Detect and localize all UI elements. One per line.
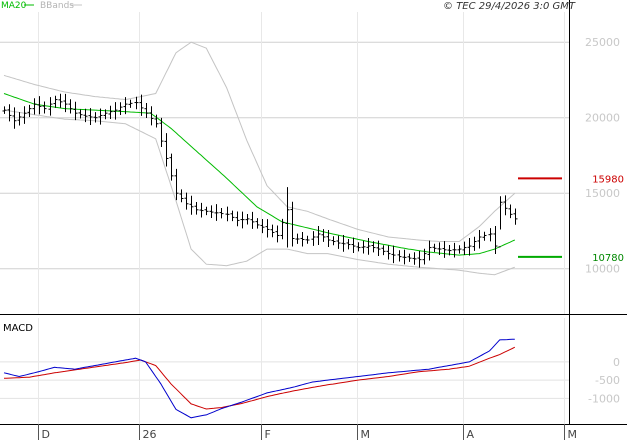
macd-panel <box>3 338 516 419</box>
bb-legend-label: BBands <box>40 1 74 11</box>
macd-title: MACD <box>3 323 33 334</box>
y-tick-label: 10000 <box>585 263 620 276</box>
x-tick-label: M <box>361 428 371 440</box>
macd-line <box>3 338 515 419</box>
price-levels: 15980 10780 <box>518 174 624 264</box>
y-tick-label: 20000 <box>585 112 620 125</box>
x-tick-label: 26 <box>143 428 157 440</box>
x-tick-label: A <box>467 428 475 440</box>
bb-upper-line <box>3 41 516 242</box>
x-tick-label: M <box>568 428 578 440</box>
axis-labels: 10000 15000 20000 25000 0 -500 -1000 D 26 F M A M <box>38 36 620 440</box>
copyright-label: © TEC 29/4/2026 3:0 GMT <box>443 1 576 12</box>
y-tick-label: 15000 <box>585 187 620 200</box>
chart-frame <box>0 0 627 425</box>
x-tick-label: F <box>265 428 271 440</box>
x-tick-label: D <box>42 428 50 440</box>
price-bars <box>2 93 518 268</box>
macd-signal-line <box>3 346 516 410</box>
bollinger-bands <box>3 41 516 276</box>
macd-y-tick-label: -1000 <box>588 392 620 405</box>
support-label: 10780 <box>592 253 624 264</box>
y-tick-label: 25000 <box>585 36 620 49</box>
grid <box>0 12 569 424</box>
macd-y-tick-label: 0 <box>613 356 620 369</box>
ma-legend-label: MA20 <box>1 1 27 11</box>
bb-lower-line <box>3 109 515 276</box>
macd-y-tick-label: -500 <box>595 374 620 387</box>
resistance-label: 15980 <box>592 174 624 185</box>
